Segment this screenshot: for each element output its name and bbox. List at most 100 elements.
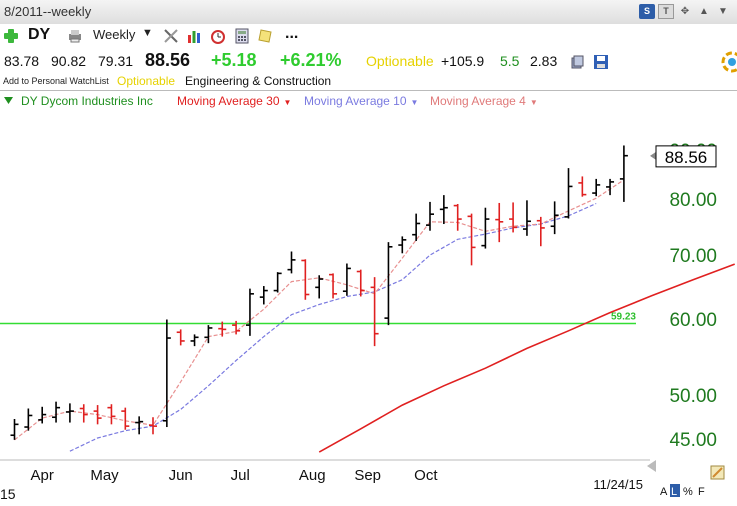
optionable-label: Optionable (366, 53, 434, 69)
pencil-icon (710, 465, 725, 480)
ohlc-bar (273, 272, 282, 293)
ohlc-bar (24, 408, 33, 431)
window-controls: S T ✥ ▲ ▼ (639, 4, 731, 19)
collapse-icon[interactable] (4, 96, 13, 105)
support-line-label: 59.23 (611, 312, 636, 323)
ohlc-bar (107, 404, 116, 425)
ohlc-bar (190, 334, 199, 347)
x-tick-label: May (90, 467, 119, 484)
toolbar: DY Weekly ▼ ... (0, 24, 737, 48)
ohlc-bar (495, 202, 504, 243)
last-price-box (655, 145, 717, 168)
high-price: 90.82 (51, 53, 87, 69)
ohlc-bar (453, 204, 462, 231)
ohlc-bar (384, 242, 393, 326)
scale-fit-button: F (698, 486, 705, 498)
metric-value-2: 5.5 (500, 53, 520, 69)
note-icon[interactable] (258, 28, 274, 44)
x-tick-label: Oct (414, 467, 438, 484)
x-tick-label: Jun (169, 467, 193, 484)
legend-item-ma10[interactable]: Moving Average 10 ▼ (304, 94, 419, 108)
ohlc-bar (79, 404, 88, 423)
t-button[interactable]: T (658, 4, 674, 19)
app-logo-icon (721, 51, 737, 73)
optionable-tag: Optionable (117, 74, 176, 88)
ohlc-bar (287, 251, 296, 274)
legend-item-ma30[interactable]: Moving Average 30 ▼ (177, 94, 292, 108)
ohlc-bar (10, 418, 19, 440)
chevron-down-icon[interactable]: ▼ (142, 27, 153, 39)
ohlc-bar (439, 195, 448, 225)
ohlc-bar (370, 277, 379, 347)
y-tick-label: 70.00 (669, 246, 717, 267)
x-tick-label: Sep (354, 467, 381, 484)
price-change-percent: +6.21% (280, 50, 342, 70)
ohlc-bar (550, 201, 559, 235)
calculator-icon[interactable] (234, 28, 250, 44)
period-select[interactable]: Weekly (93, 27, 136, 42)
ohlc-bar (315, 275, 324, 299)
window-title: 8/2011--weekly (4, 4, 92, 19)
more-options-button[interactable]: ... (285, 25, 299, 42)
alarm-clock-icon[interactable] (210, 28, 226, 44)
chevron-down-icon: ▼ (410, 98, 419, 107)
ohlc-bar (426, 201, 434, 231)
symbol-label[interactable]: DY (28, 26, 51, 43)
price-chart[interactable]: 59.23 45.0050.0060.0070.0080.0090.0088.5… (0, 108, 737, 506)
tools-icon[interactable] (163, 28, 179, 44)
price-change: +5.18 (211, 50, 257, 70)
quote-line: 83.78 90.82 79.31 88.56 +5.18 +6.21% Opt… (0, 48, 737, 74)
support-line-group: 59.23 (0, 312, 636, 325)
legend-item-dy[interactable]: DY Dycom Industries Inc (21, 94, 153, 108)
ohlc-bar (176, 329, 185, 346)
info-line: Add to Personal WatchList Optionable Eng… (0, 74, 737, 90)
metric-value-3: 2.83 (530, 53, 558, 69)
ohlc-bar (606, 178, 615, 196)
scroll-up-icon[interactable]: ▲ (699, 6, 709, 17)
move-icon[interactable]: ✥ (680, 6, 690, 17)
chevron-down-icon: ▼ (283, 98, 292, 107)
ma4-line (14, 179, 625, 441)
ohlc-bar (578, 176, 587, 197)
date-label: 11/24/15 (593, 477, 643, 492)
legend-item-ma4[interactable]: Moving Average 4 ▼ (430, 94, 538, 108)
add-watchlist-link[interactable]: Add to Personal WatchList (3, 76, 109, 86)
last-price: 88.56 (145, 50, 191, 70)
ma10-line (69, 202, 597, 452)
y-tick-label: 50.00 (669, 386, 717, 407)
ohlc-bar (245, 288, 254, 336)
ohlc-bar (412, 213, 421, 241)
add-plus-icon[interactable] (3, 28, 19, 44)
save-icon[interactable] (593, 54, 609, 70)
ohlc-bar (259, 286, 268, 305)
ohlc-bar (592, 178, 601, 197)
ohlc-bar (204, 325, 213, 344)
ohlc-bar (398, 236, 407, 254)
ohlc-bar (218, 321, 227, 337)
print-icon[interactable] (67, 28, 83, 44)
x-tick-label: Apr (31, 467, 54, 484)
ohlc-bar (149, 417, 157, 435)
metric-value-1: +105.9 (441, 53, 485, 69)
ohlc-bar (52, 401, 61, 423)
scale-log-button: L (671, 486, 677, 498)
stack-icon[interactable] (569, 54, 585, 70)
ohlc-bars-group (10, 145, 628, 440)
pencil-icon-stroke (712, 467, 723, 478)
low-price: 79.31 (98, 53, 134, 69)
scroll-down-icon[interactable]: ▼ (718, 6, 728, 17)
ohlc-bar (536, 216, 545, 247)
x-tick-label: Jul (231, 467, 250, 484)
chart-legend: DY Dycom Industries Inc Moving Average 3… (0, 90, 737, 109)
s-button[interactable]: S (639, 4, 655, 19)
ohlc-bar (619, 145, 628, 202)
window-titlebar: 8/2011--weekly S T ✥ ▲ ▼ (0, 0, 737, 25)
ma30-line (318, 263, 735, 453)
bar-chart-icon[interactable] (186, 28, 202, 44)
ma10-line-group (69, 202, 597, 452)
ohlc-bar (509, 202, 518, 233)
ohlc-bar (93, 405, 102, 425)
y-tick-label: 60.00 (669, 310, 717, 331)
ohlc-bar (467, 213, 476, 266)
